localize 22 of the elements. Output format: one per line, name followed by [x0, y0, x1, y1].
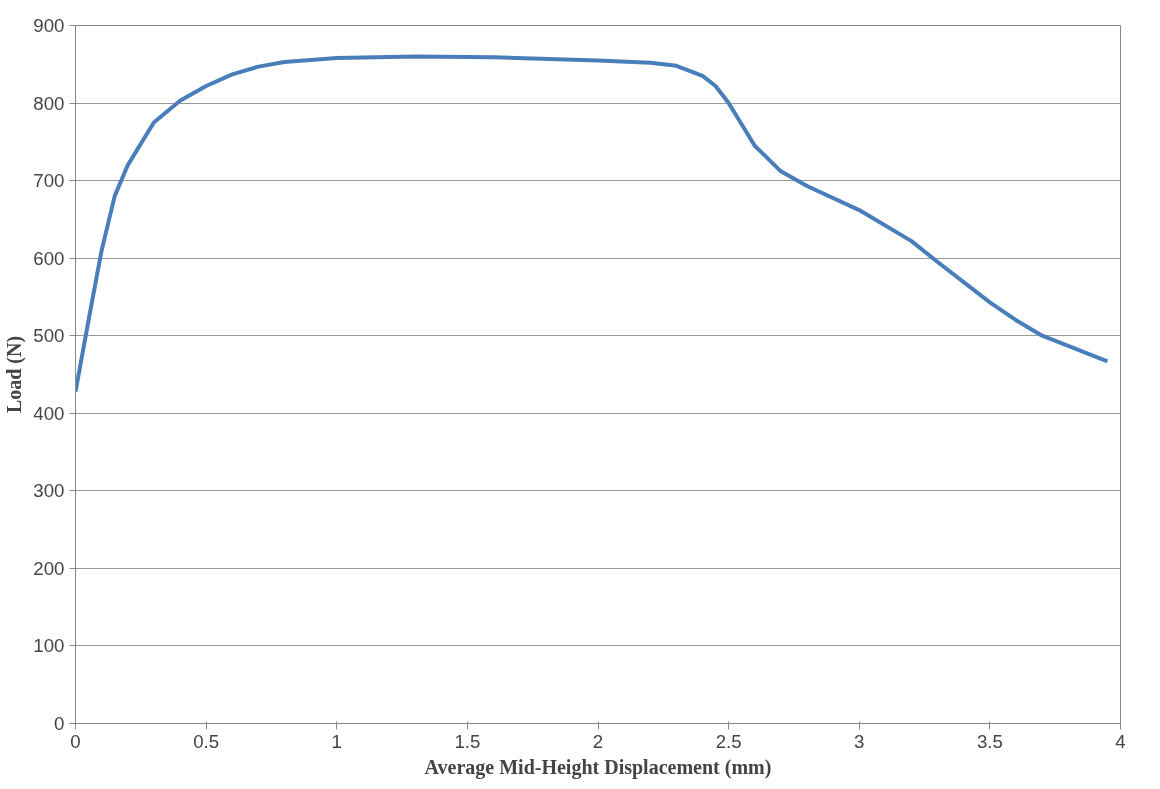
x-tick-label: 4 — [1115, 730, 1126, 752]
y-axis-title: Load (N) — [3, 335, 27, 414]
x-tick-label: 2 — [592, 730, 604, 752]
y-tick-label: 0 — [54, 713, 65, 734]
y-tick-label: 500 — [33, 325, 65, 347]
line-series — [75, 54, 1110, 394]
x-tick-label: 0.5 — [193, 730, 220, 752]
x-tick-label: 2.5 — [715, 730, 742, 752]
x-tick-label: 3.5 — [976, 730, 1003, 752]
y-tick-label: 700 — [33, 170, 65, 192]
x-tick-label: 1 — [331, 730, 342, 752]
y-tick-label: 300 — [33, 480, 65, 502]
y-tick-label: 600 — [33, 247, 65, 269]
y-tick-label: 200 — [33, 557, 65, 579]
x-tick-label: 1.5 — [454, 730, 481, 752]
y-tick-label: 400 — [33, 402, 65, 424]
y-tick-label: 100 — [33, 635, 65, 657]
x-axis-title: Average Mid-Height Displacement (mm) — [424, 755, 772, 779]
y-tick-label: 800 — [33, 92, 65, 114]
x-tick-label: 0 — [70, 730, 81, 752]
y-tick-label: 900 — [33, 15, 65, 36]
x-tick-label: 3 — [854, 730, 865, 752]
